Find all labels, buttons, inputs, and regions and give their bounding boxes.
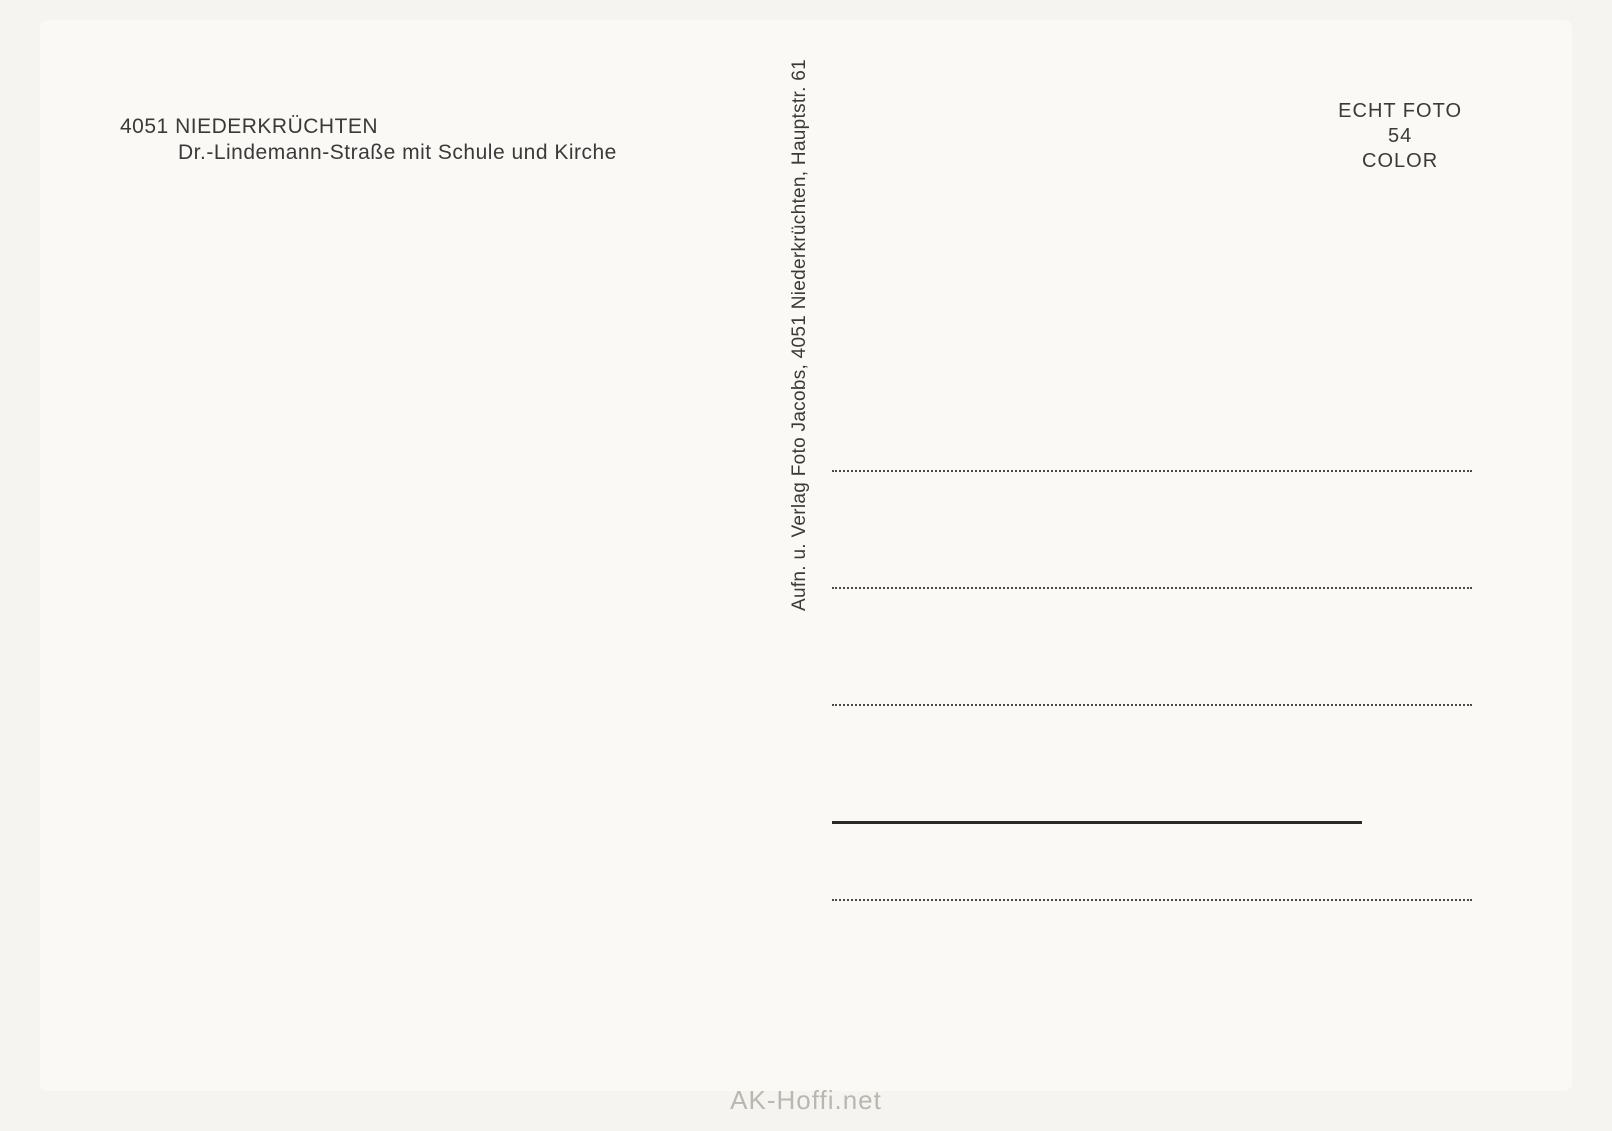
watermark: AK-Hoffi.net [730,1085,882,1116]
header-left: 4051 NIEDERKRÜCHTEN Dr.-Lindemann-Straße… [120,115,617,165]
header-line1: 4051 NIEDERKRÜCHTEN [120,115,617,139]
photo-type-line1: ECHT FOTO [1338,100,1462,123]
header-description: Dr.-Lindemann-Straße mit Schule und Kirc… [178,141,617,165]
address-line-4-solid [832,821,1362,824]
city-name: NIEDERKRÜCHTEN [175,115,378,138]
photo-type-line3: COLOR [1338,150,1462,173]
photo-type-line2: 54 [1338,125,1462,148]
address-area [832,470,1472,901]
postcard-back: 4051 NIEDERKRÜCHTEN Dr.-Lindemann-Straße… [40,20,1572,1091]
header-right: ECHT FOTO 54 COLOR [1338,100,1462,175]
publisher-text: Aufn. u. Verlag Foto Jacobs, 4051 Nieder… [789,59,811,611]
postal-code: 4051 [120,115,169,138]
address-line-1 [832,470,1472,472]
address-line-2 [832,587,1472,589]
address-line-3 [832,704,1472,706]
address-line-5 [832,899,1472,901]
